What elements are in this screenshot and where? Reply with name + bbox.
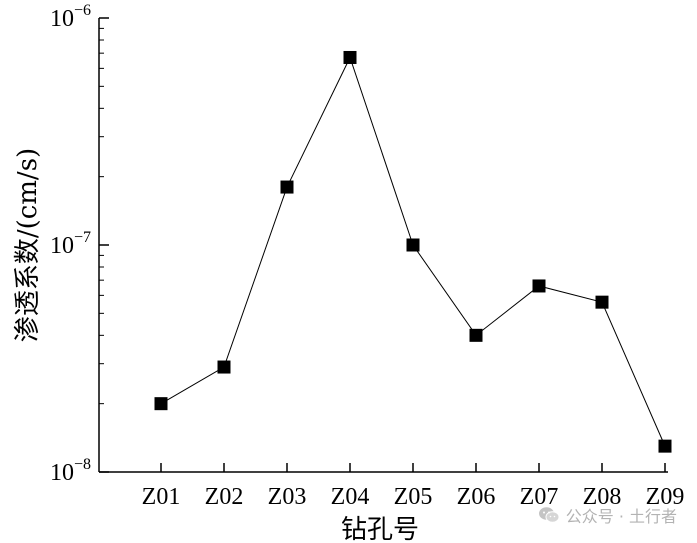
data-series xyxy=(154,50,672,453)
data-point-z03 xyxy=(280,180,294,194)
y-tick-label: 10−8 xyxy=(50,456,91,486)
x-tick-label: Z04 xyxy=(331,484,370,510)
y-tick-label: 10−6 xyxy=(50,2,91,32)
wechat-icon xyxy=(538,507,560,523)
x-axis-title: 钻孔号 xyxy=(341,515,419,543)
data-point-z01 xyxy=(154,397,168,411)
data-point-z07 xyxy=(532,279,546,293)
x-ticks: Z01 Z02 Z03 Z04 Z05 Z06 Z07 Z08 Z09 xyxy=(142,463,685,510)
x-tick-label: Z07 xyxy=(520,484,559,510)
data-point-z06 xyxy=(469,328,483,342)
x-tick-label: Z09 xyxy=(646,484,685,510)
x-tick-label: Z02 xyxy=(205,484,244,510)
watermark-text: 公众号 · 土行者 xyxy=(565,507,677,526)
data-point-z05 xyxy=(406,238,420,252)
watermark: 公众号 · 土行者 xyxy=(538,503,677,527)
data-point-z08 xyxy=(595,295,609,309)
series-line xyxy=(160,56,666,447)
data-point-z09 xyxy=(658,439,672,453)
x-tick-label: Z01 xyxy=(142,484,181,510)
data-point-z02 xyxy=(217,360,231,374)
x-tick-label: Z06 xyxy=(457,484,496,510)
y-tick-label: 10−7 xyxy=(50,229,91,259)
x-tick-label: Z05 xyxy=(394,484,433,510)
data-point-z04 xyxy=(343,50,357,64)
x-tick-label: Z08 xyxy=(583,484,622,510)
y-axis-title: 渗透系数/(cm/s) xyxy=(13,148,43,342)
axes xyxy=(98,18,668,473)
y-ticks: 10−8 10−7 10−6 xyxy=(50,2,109,486)
x-tick-label: Z03 xyxy=(268,484,307,510)
